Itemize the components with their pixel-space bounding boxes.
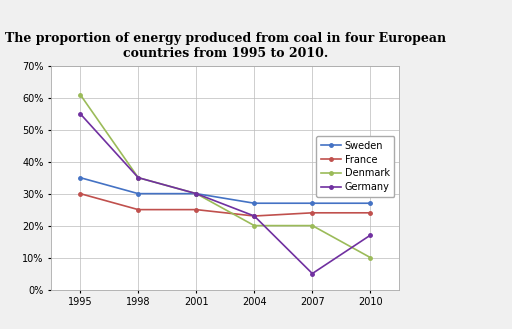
Germany (193, 192, 199, 196)
Germany (251, 214, 258, 218)
Denmark (77, 92, 83, 96)
Denmark (367, 256, 373, 260)
Legend: Sweden, France, Denmark, Germany: Sweden, France, Denmark, Germany (316, 136, 395, 197)
Line: Sweden: Sweden (78, 176, 372, 205)
Sweden (77, 176, 83, 180)
Denmark (193, 192, 199, 196)
Line: Denmark: Denmark (78, 93, 372, 259)
Germany (77, 112, 83, 116)
France (193, 208, 199, 212)
Sweden (367, 201, 373, 205)
Title: The proportion of energy produced from coal in four European
countries from 1995: The proportion of energy produced from c… (5, 33, 446, 61)
Germany (309, 271, 315, 275)
France (309, 211, 315, 215)
Germany (367, 233, 373, 237)
Line: Germany: Germany (78, 112, 372, 275)
France (135, 208, 141, 212)
Denmark (135, 176, 141, 180)
Denmark (309, 224, 315, 228)
Sweden (135, 192, 141, 196)
Sweden (251, 201, 258, 205)
Line: France: France (78, 192, 372, 218)
Sweden (309, 201, 315, 205)
Denmark (251, 224, 258, 228)
France (251, 214, 258, 218)
Germany (135, 176, 141, 180)
Sweden (193, 192, 199, 196)
France (367, 211, 373, 215)
France (77, 192, 83, 196)
